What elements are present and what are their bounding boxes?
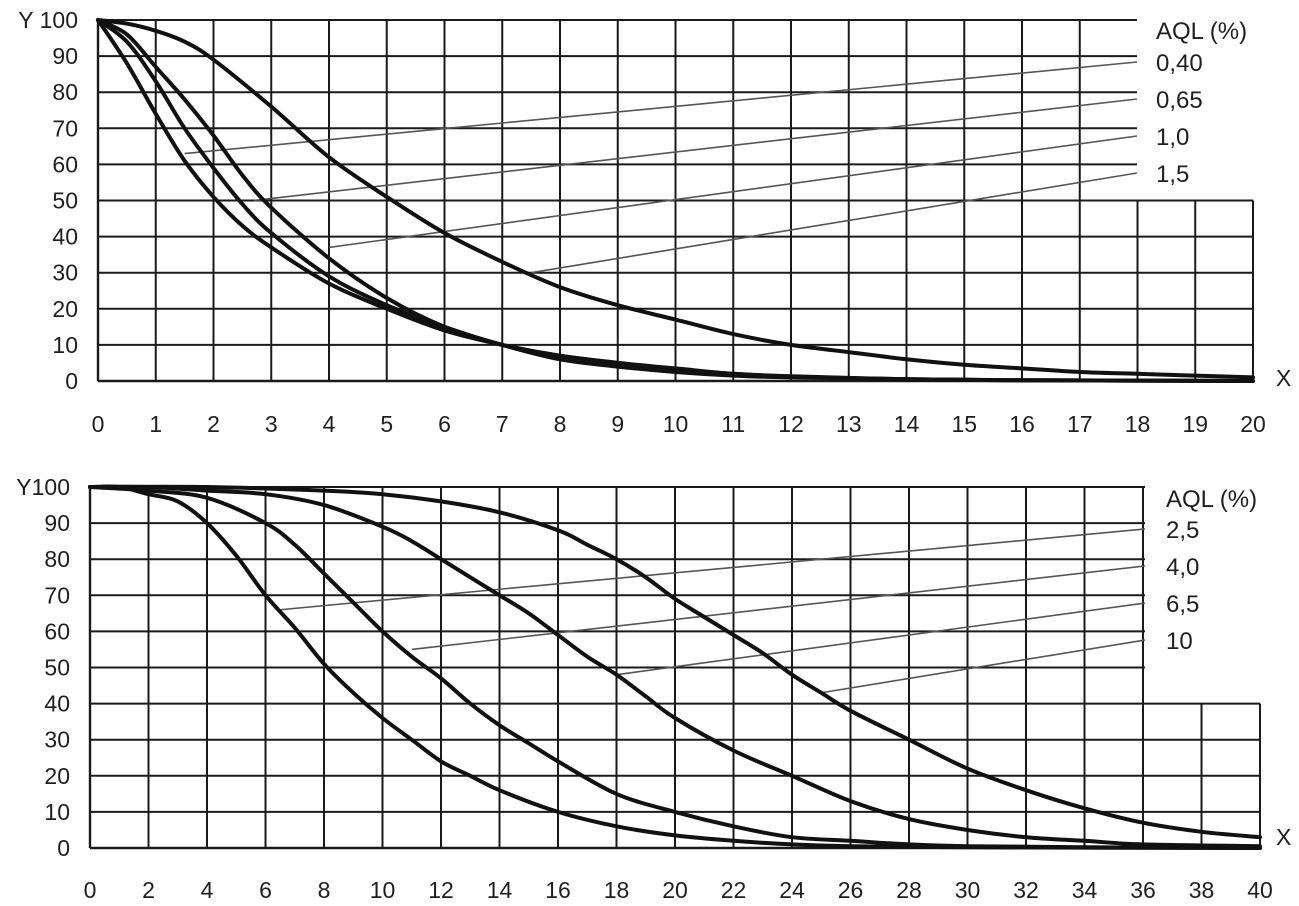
y-tick-label: 20 <box>52 296 78 322</box>
x-tick-label: 0 <box>92 411 105 437</box>
x-tick-label: 15 <box>951 411 977 437</box>
x-tick-label: 18 <box>1125 411 1151 437</box>
y-tick-label: 30 <box>52 260 78 286</box>
x-tick-label: 5 <box>380 411 393 437</box>
legend-label: 2,5 <box>1166 517 1199 544</box>
y-tick-label: 60 <box>44 618 70 644</box>
legend-label: 10 <box>1166 628 1193 655</box>
y-tick-label: 40 <box>44 691 70 717</box>
x-tick-label: 11 <box>721 411 745 437</box>
legend-title: AQL (%) <box>1166 486 1257 513</box>
x-tick-label: 4 <box>201 877 214 903</box>
x-tick-label: 40 <box>1247 877 1273 903</box>
y-tick-label: 60 <box>52 151 78 177</box>
x-axis-label: X <box>1276 824 1291 850</box>
legend-label: 1,0 <box>1156 124 1189 151</box>
y-tick-label: 30 <box>44 727 70 753</box>
x-tick-label: 6 <box>438 411 451 437</box>
series-line-0-40 <box>96 18 1255 380</box>
y-tick-label: 20 <box>44 763 70 789</box>
x-tick-label: 0 <box>84 877 97 903</box>
x-tick-label: 20 <box>662 877 688 903</box>
x-tick-label: 14 <box>487 877 513 903</box>
x-tick-label: 17 <box>1067 411 1093 437</box>
y-axis-label: Y <box>16 474 31 500</box>
y-tick-label: 0 <box>65 368 78 394</box>
y-tick-value: 100 <box>40 7 78 33</box>
x-tick-label: 24 <box>779 877 805 903</box>
legend-label: 1,5 <box>1156 161 1189 188</box>
legend-label: 0,40 <box>1156 50 1203 77</box>
series-line-1-5 <box>96 18 1255 383</box>
x-tick-label: 2 <box>207 411 220 437</box>
x-axis-label: X <box>1276 365 1291 391</box>
y-tick-value: 100 <box>32 474 70 500</box>
x-tick-label: 32 <box>1013 877 1039 903</box>
y-tick-label: 0 <box>57 835 70 861</box>
y-tick-label: 70 <box>44 582 70 608</box>
legend-leader-line <box>280 528 1146 611</box>
y-tick-label: 50 <box>52 188 78 214</box>
legend-leader-line <box>616 602 1146 676</box>
x-tick-label: 2 <box>142 877 155 903</box>
x-tick-label: 34 <box>1072 877 1098 903</box>
y-tick-label: 10 <box>52 332 78 358</box>
x-tick-label: 13 <box>836 411 862 437</box>
series-line-2-5 <box>88 484 1262 840</box>
legend-leader-line <box>253 98 1138 202</box>
x-tick-label: 7 <box>496 411 509 437</box>
x-tick-label: 8 <box>554 411 567 437</box>
x-tick-label: 3 <box>265 411 278 437</box>
x-tick-label: 9 <box>611 411 624 437</box>
x-tick-label: 30 <box>955 877 981 903</box>
y-tick-label: 50 <box>44 655 70 681</box>
x-tick-label: 18 <box>604 877 630 903</box>
series-line-4-0 <box>88 484 1262 849</box>
x-tick-label: 10 <box>663 411 689 437</box>
y-tick-label: 80 <box>52 79 78 105</box>
y-tick-label: 70 <box>52 115 78 141</box>
x-tick-label: 20 <box>1240 411 1266 437</box>
x-tick-label: 38 <box>1189 877 1215 903</box>
x-tick-label: 8 <box>318 877 331 903</box>
y-tick-label: 80 <box>44 546 70 572</box>
x-tick-label: 22 <box>721 877 747 903</box>
x-tick-label: 16 <box>1009 411 1035 437</box>
x-tick-label: 1 <box>149 411 162 437</box>
series-line-6-5 <box>88 485 1262 850</box>
x-tick-label: 4 <box>323 411 336 437</box>
legend-leader-line <box>530 172 1138 274</box>
legend-leader-line <box>184 61 1138 155</box>
x-tick-label: 10 <box>370 877 396 903</box>
legend-label: 0,65 <box>1156 87 1203 114</box>
x-tick-label: 12 <box>428 877 454 903</box>
y-tick-label: Y 100 <box>18 7 78 33</box>
y-tick-label: 90 <box>52 43 78 69</box>
y-tick-label: 40 <box>52 224 78 250</box>
x-tick-label: 36 <box>1130 877 1156 903</box>
x-tick-label: 16 <box>545 877 571 903</box>
legend-leader-line <box>328 135 1138 249</box>
legend-label: 6,5 <box>1166 591 1199 618</box>
x-tick-label: 12 <box>778 411 804 437</box>
y-tick-label: Y100 <box>16 474 70 500</box>
y-tick-label: 10 <box>44 799 70 825</box>
legend-leader-line <box>411 565 1146 651</box>
legend-label: 4,0 <box>1166 554 1199 581</box>
x-tick-label: 28 <box>896 877 922 903</box>
x-tick-label: 6 <box>259 877 272 903</box>
series-line-10 <box>88 484 1262 850</box>
y-axis-label: Y <box>18 7 33 33</box>
x-tick-label: 19 <box>1182 411 1208 437</box>
y-tick-label: 90 <box>44 510 70 536</box>
x-tick-label: 14 <box>894 411 920 437</box>
legend-leader-line <box>821 639 1146 694</box>
legend-title: AQL (%) <box>1156 18 1247 45</box>
x-tick-label: 26 <box>838 877 864 903</box>
